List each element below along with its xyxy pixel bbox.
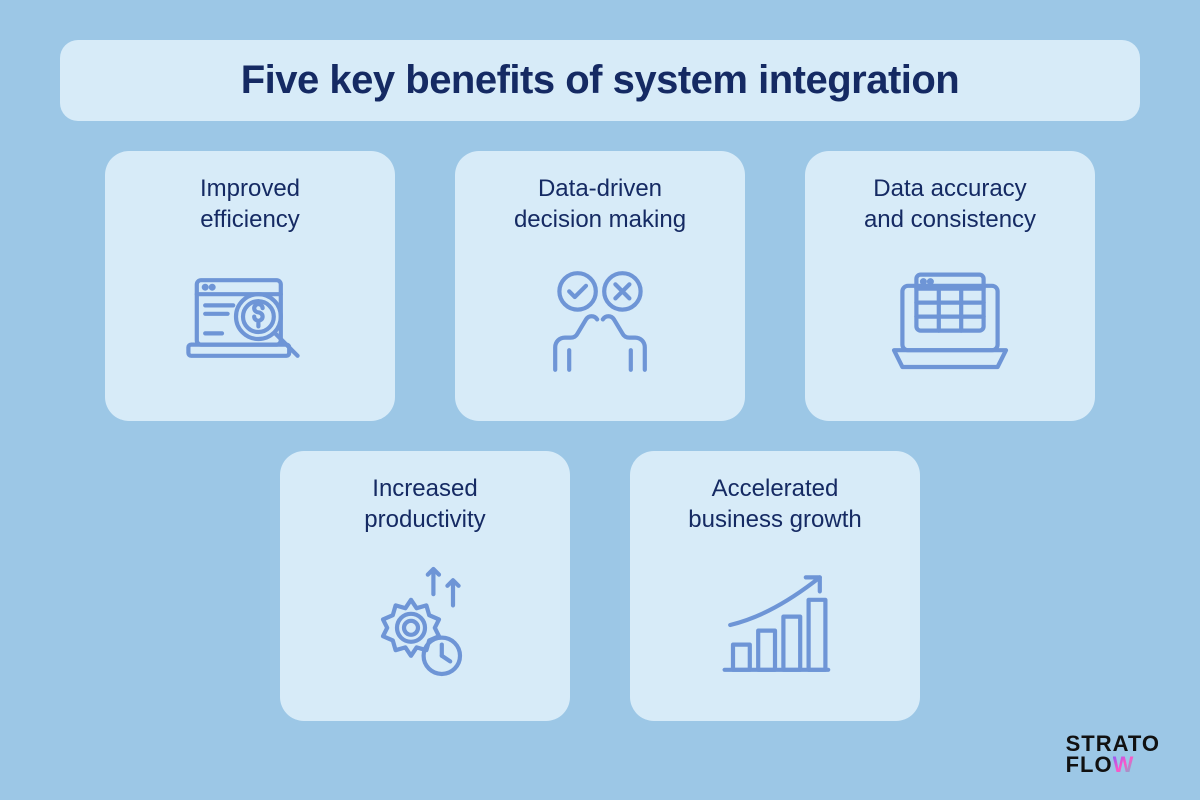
magnifier-dollar-laptop-icon — [125, 249, 375, 401]
growth-chart-arrow-icon — [650, 549, 900, 701]
card-label: Increasedproductivity — [364, 473, 485, 535]
card-data-accuracy: Data accuracyand consistency — [805, 151, 1095, 421]
hands-check-cross-icon — [475, 249, 725, 401]
logo-line2-prefix: FLO — [1066, 752, 1113, 777]
card-label: Acceleratedbusiness growth — [688, 473, 861, 535]
infographic-canvas: Five key benefits of system integration … — [0, 0, 1200, 800]
cards-row-2: Increasedproductivity Acc — [60, 451, 1140, 721]
card-increased-productivity: Increasedproductivity — [280, 451, 570, 721]
title-bar: Five key benefits of system integration — [60, 40, 1140, 121]
card-label: Data accuracyand consistency — [864, 173, 1036, 235]
card-business-growth: Acceleratedbusiness growth — [630, 451, 920, 721]
cards-row-1: Improvedefficiency — [60, 151, 1140, 421]
card-label: Data-drivendecision making — [514, 173, 686, 235]
card-label: Improvedefficiency — [200, 173, 300, 235]
gear-clock-arrows-icon — [300, 549, 550, 701]
laptop-spreadsheet-icon — [825, 249, 1075, 401]
logo-line2-accent: W — [1113, 752, 1135, 777]
page-title: Five key benefits of system integration — [100, 58, 1100, 103]
card-improved-efficiency: Improvedefficiency — [105, 151, 395, 421]
card-data-driven-decision: Data-drivendecision making — [455, 151, 745, 421]
brand-logo: STRATO FLOW — [1066, 734, 1160, 776]
